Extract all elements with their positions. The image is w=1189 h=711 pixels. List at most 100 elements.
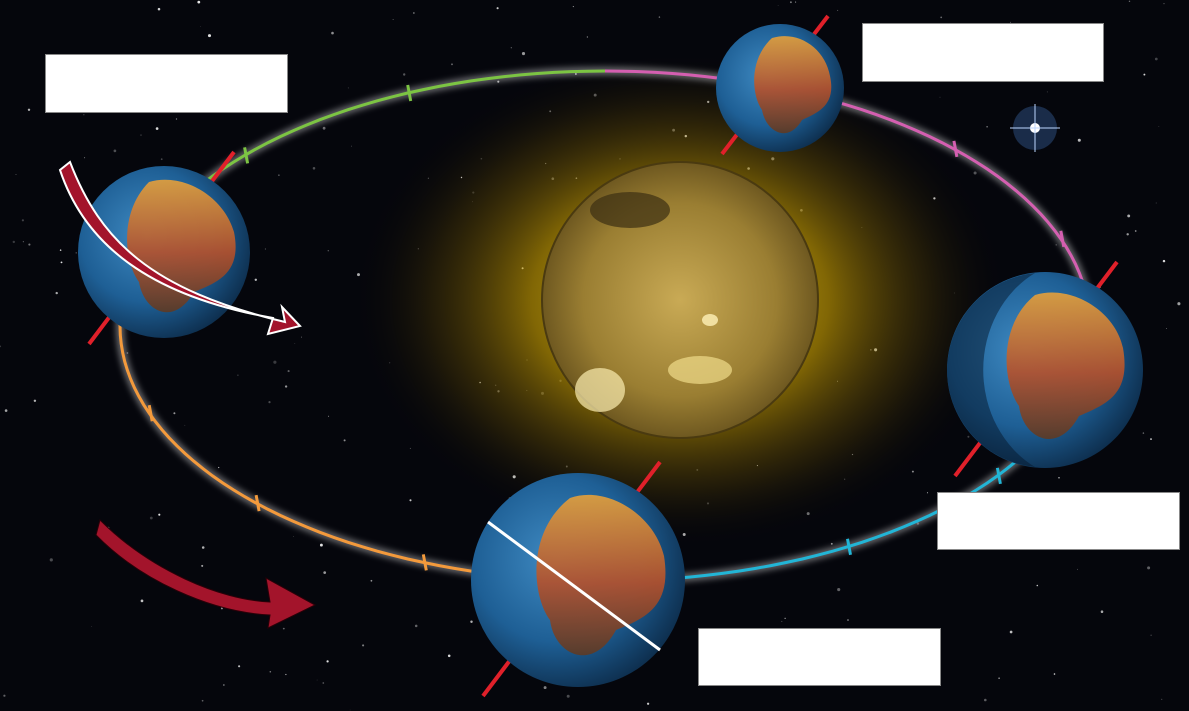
star [986,126,988,128]
star [160,158,163,161]
star [940,16,943,19]
star [273,360,277,364]
star [343,439,346,442]
star [451,63,453,66]
star [414,624,418,628]
star [201,546,205,549]
rotation-arrow [58,160,302,336]
star [201,564,204,567]
star [4,409,8,412]
star [173,412,176,415]
star [220,607,223,610]
star [49,558,53,562]
star [184,424,186,426]
star [362,644,365,647]
star [157,7,161,11]
star [284,385,288,388]
star [113,149,117,153]
bright-star [1010,104,1060,152]
star [1147,566,1151,570]
star [470,620,473,623]
star [319,543,323,547]
star [175,118,178,120]
star [207,34,212,38]
star [1055,244,1057,246]
star [149,516,153,520]
star [328,415,330,417]
star [287,370,290,373]
star [0,345,2,348]
star [75,252,77,254]
star [322,126,326,130]
star [413,12,415,14]
label-box-upper-right [862,23,1104,82]
star [201,699,204,702]
star [331,31,334,35]
star [33,399,37,403]
orbit-tick [254,494,261,512]
star [409,447,411,449]
star [347,87,349,89]
star [1009,21,1011,23]
star [3,694,6,697]
star [1077,138,1081,142]
star [84,157,86,159]
star [984,698,987,702]
star [781,620,783,622]
star [60,261,63,264]
star [22,241,24,243]
star [322,682,325,684]
star [316,679,318,681]
star [543,686,547,690]
star [323,571,327,574]
sun-image [541,161,819,439]
star [1161,698,1163,701]
star [218,466,220,469]
star [837,588,841,592]
star [268,401,271,404]
star [264,248,266,250]
star [285,673,287,676]
star [351,145,352,147]
star [1154,57,1158,61]
star [1046,91,1048,93]
star [28,243,31,246]
star [282,627,285,630]
star [223,684,225,686]
star [238,665,241,668]
star [830,542,833,545]
star [1158,125,1160,127]
star [278,174,280,176]
earth-top [716,14,844,156]
star [837,9,839,11]
label-box-lower-right [937,492,1180,550]
star [1053,673,1056,675]
star [312,167,316,170]
star [777,5,779,6]
star [784,617,786,619]
star [392,19,394,20]
star [1126,233,1129,236]
star [847,619,849,621]
star [197,0,201,4]
star [926,492,929,494]
star [572,6,574,8]
label-box-upper-left [45,54,288,113]
star [21,219,24,222]
orbit-tick [147,404,154,422]
star [1134,230,1137,232]
star [83,114,85,116]
star [158,513,161,516]
orbit-tick [846,538,852,556]
star [327,249,330,252]
star [12,240,16,244]
star [237,374,239,376]
star [1166,328,1167,329]
orbit-tick [952,140,959,158]
orbit-tick [1059,230,1066,248]
terminator-line [487,520,661,652]
star [1150,634,1152,636]
star [1142,432,1145,434]
star [293,536,295,537]
